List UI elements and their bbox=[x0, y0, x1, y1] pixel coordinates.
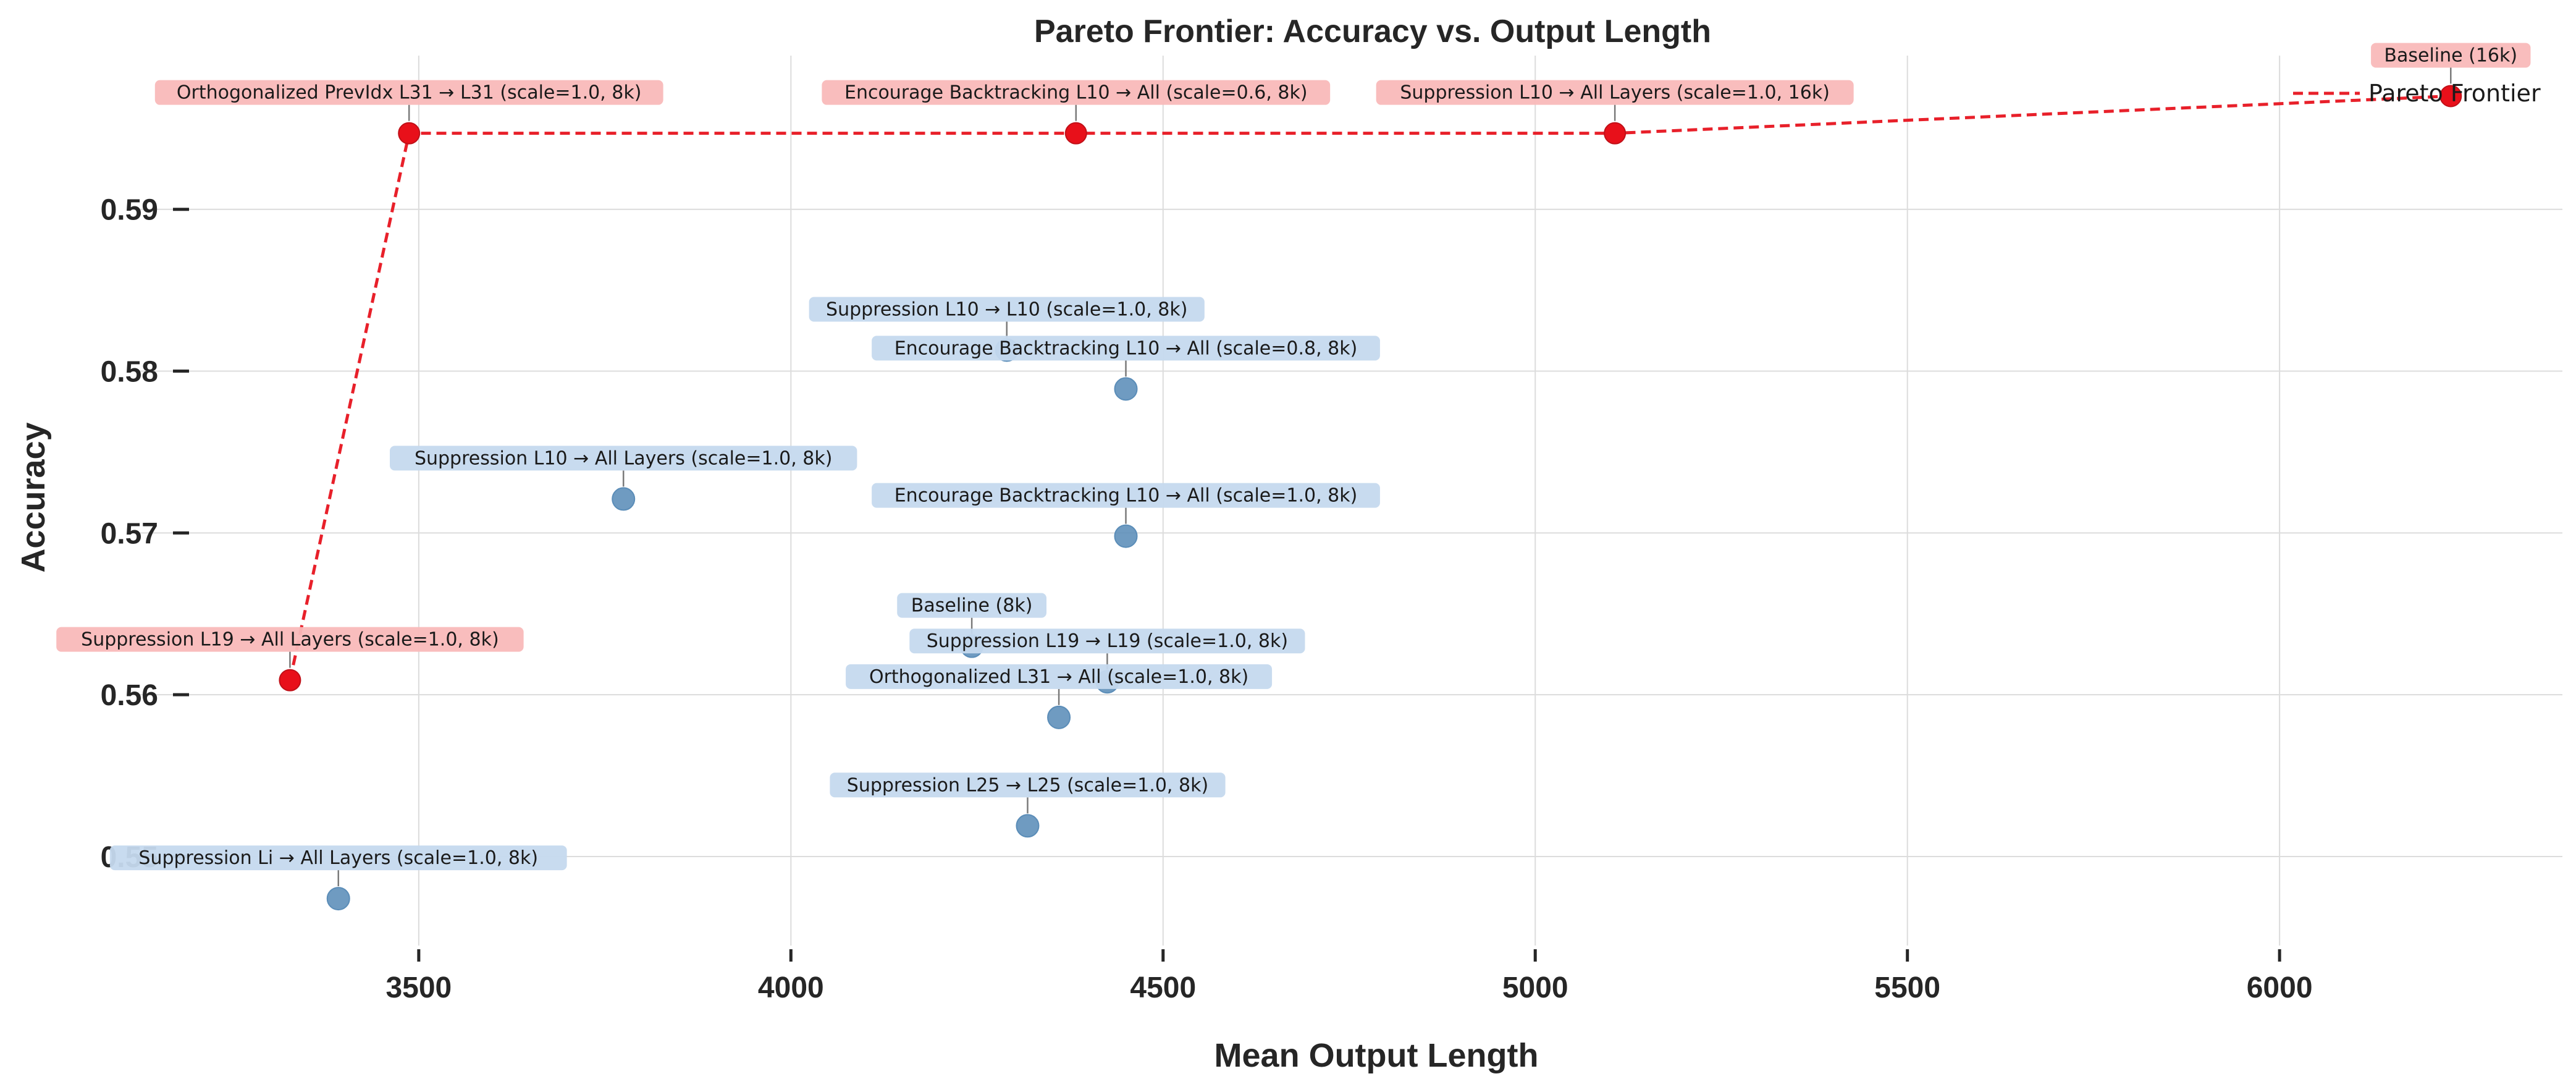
point-suppression-l10-all-layers-scale-1-0-8k bbox=[612, 487, 636, 511]
point-suppression-l19-all-layers-scale-1-0-8k bbox=[279, 669, 301, 692]
frontier-line-group bbox=[288, 94, 2451, 681]
label-box-baseline-8k bbox=[897, 593, 1047, 618]
point-orthogonalized-previdx-l31-l31-scale-1-0-8k bbox=[398, 122, 421, 145]
label-box-suppression-l19-all-layers-scale-1-0-8k bbox=[56, 627, 524, 652]
point-label-suppression-l10-all-layers-scale-1-0-16k: Suppression L10 → All Layers (scale=1.0,… bbox=[1400, 82, 1830, 104]
point-label-suppression-l19-all-layers-scale-1-0-8k: Suppression L19 → All Layers (scale=1.0,… bbox=[81, 629, 499, 651]
x-tick-label-5000: 5000 bbox=[1502, 971, 1568, 1004]
x-axis-label: Mean Output Length bbox=[1214, 1037, 1539, 1074]
chart-title: Pareto Frontier: Accuracy vs. Output Len… bbox=[1034, 14, 1711, 49]
point-encourage-backtracking-l10-all-scale-0-8-8k bbox=[1114, 377, 1138, 401]
label-box-orthogonalized-previdx-l31-l31-scale-1-0-8k bbox=[154, 80, 663, 105]
x-tick-label-3500: 3500 bbox=[385, 971, 452, 1004]
point-labels: Orthogonalized PrevIdx L31 → L31 (scale=… bbox=[56, 43, 2531, 887]
point-label-baseline-8k: Baseline (8k) bbox=[911, 595, 1033, 617]
label-box-suppression-l10-all-layers-scale-1-0-16k bbox=[1376, 80, 1854, 105]
point-label-encourage-backtracking-l10-all-scale-1-0-8k: Encourage Backtracking L10 → All (scale=… bbox=[894, 485, 1358, 507]
point-suppression-l10-all-layers-scale-1-0-16k bbox=[1604, 122, 1627, 145]
legend: Pareto Frontier bbox=[2293, 80, 2541, 107]
x-ticks: 3500 4000 4500 5000 5500 6000 bbox=[385, 949, 2313, 1004]
point-orthogonalized-l31-all-scale-1-0-8k bbox=[1047, 705, 1071, 729]
point-suppression-l25-l25-scale-1-0-8k bbox=[1016, 814, 1040, 838]
label-box-baseline-16k bbox=[2371, 43, 2531, 68]
y-ticks: 0.550.560.570.580.59 bbox=[101, 194, 189, 874]
y-tick-label-0-57: 0.57 bbox=[101, 517, 158, 550]
point-baseline-16k bbox=[2439, 85, 2462, 108]
x-tick-label-4500: 4500 bbox=[1130, 971, 1196, 1004]
point-label-encourage-backtracking-l10-all-scale-0-6-8k: Encourage Backtracking L10 → All (scale=… bbox=[844, 82, 1308, 104]
point-encourage-backtracking-l10-all-scale-1-0-8k bbox=[1114, 524, 1138, 548]
pareto-frontier-line bbox=[288, 94, 2451, 681]
y-tick-label-0-56: 0.56 bbox=[101, 679, 158, 712]
legend-entry-pareto-frontier: Pareto Frontier bbox=[2368, 80, 2541, 107]
y-tick-label-0-58: 0.58 bbox=[101, 356, 158, 389]
label-box-suppression-l10-all-layers-scale-1-0-8k bbox=[390, 446, 857, 471]
label-box-suppression-li-all-layers-scale-1-0-8k bbox=[109, 845, 567, 871]
point-label-suppression-l10-all-layers-scale-1-0-8k: Suppression L10 → All Layers (scale=1.0,… bbox=[415, 447, 833, 469]
x-tick-label-5500: 5500 bbox=[1874, 971, 1940, 1004]
point-label-orthogonalized-previdx-l31-l31-scale-1-0-8k: Orthogonalized PrevIdx L31 → L31 (scale=… bbox=[177, 82, 642, 104]
point-label-baseline-16k: Baseline (16k) bbox=[2384, 44, 2517, 66]
label-box-suppression-l19-l19-scale-1-0-8k bbox=[909, 629, 1305, 654]
label-box-suppression-l25-l25-scale-1-0-8k bbox=[830, 772, 1226, 798]
x-tick-label-6000: 6000 bbox=[2247, 971, 2313, 1004]
label-box-suppression-l10-l10-scale-1-0-8k bbox=[809, 297, 1205, 322]
point-label-suppression-l19-l19-scale-1-0-8k: Suppression L19 → L19 (scale=1.0, 8k) bbox=[927, 630, 1288, 652]
point-label-suppression-li-all-layers-scale-1-0-8k: Suppression Li → All Layers (scale=1.0, … bbox=[138, 847, 538, 869]
point-label-encourage-backtracking-l10-all-scale-0-8-8k: Encourage Backtracking L10 → All (scale=… bbox=[894, 337, 1358, 359]
point-encourage-backtracking-l10-all-scale-0-6-8k bbox=[1064, 122, 1087, 145]
point-suppression-li-all-layers-scale-1-0-8k bbox=[326, 887, 350, 911]
point-label-orthogonalized-l31-all-scale-1-0-8k: Orthogonalized L31 → All (scale=1.0, 8k) bbox=[869, 666, 1248, 688]
point-label-suppression-l10-l10-scale-1-0-8k: Suppression L10 → L10 (scale=1.0, 8k) bbox=[826, 299, 1187, 321]
label-box-orthogonalized-l31-all-scale-1-0-8k bbox=[846, 664, 1273, 689]
label-box-encourage-backtracking-l10-all-scale-0-8-8k bbox=[872, 336, 1380, 361]
y-axis-label: Accuracy bbox=[15, 422, 52, 572]
y-tick-label-0-59: 0.59 bbox=[101, 194, 158, 227]
x-tick-label-4000: 4000 bbox=[758, 971, 824, 1004]
point-label-suppression-l25-l25-scale-1-0-8k: Suppression L25 → L25 (scale=1.0, 8k) bbox=[847, 774, 1208, 796]
label-box-encourage-backtracking-l10-all-scale-0-6-8k bbox=[822, 80, 1331, 105]
label-box-encourage-backtracking-l10-all-scale-1-0-8k bbox=[872, 483, 1380, 508]
